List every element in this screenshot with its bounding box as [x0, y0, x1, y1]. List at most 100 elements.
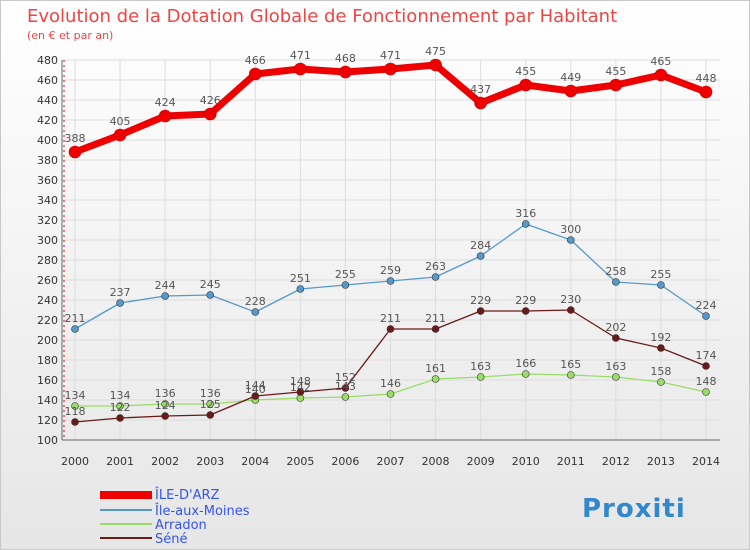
legend-swatch-ile-d-arz — [100, 491, 152, 499]
point-ile-aux-moines-2014 — [702, 312, 710, 320]
data-label-arradon-2014: 148 — [696, 375, 717, 388]
data-label-ile-aux-moines-2014: 224 — [696, 299, 717, 312]
y-tick-label-100: 100 — [37, 434, 58, 447]
point-ile-d-arz-2011 — [564, 84, 578, 98]
point-ile-d-arz-2006 — [339, 65, 352, 79]
point-sene-2006 — [341, 384, 350, 392]
data-label-sene-2001: 122 — [110, 401, 131, 414]
point-ile-aux-moines-2003 — [206, 291, 215, 299]
point-ile-d-arz-2009 — [474, 96, 487, 110]
point-arradon-2003 — [206, 400, 215, 408]
data-label-ile-d-arz-2012: 455 — [605, 65, 626, 78]
y-tick-label-360: 360 — [37, 174, 58, 187]
x-tick-label-2009: 2009 — [467, 455, 495, 468]
data-label-ile-aux-moines-2007: 259 — [380, 264, 401, 277]
y-tick-label-180: 180 — [37, 354, 58, 367]
y-tick-label-340: 340 — [37, 194, 58, 207]
point-sene-2009 — [476, 307, 485, 315]
y-tick-label-260: 260 — [37, 274, 58, 287]
point-sene-2000 — [71, 418, 79, 426]
point-ile-aux-moines-2008 — [431, 273, 440, 281]
data-label-ile-aux-moines-2001: 237 — [110, 286, 131, 299]
x-tick-label-2002: 2002 — [151, 455, 179, 468]
proxiti-logo: Proxiti — [582, 494, 686, 524]
data-label-ile-d-arz-2004: 466 — [245, 54, 266, 67]
data-label-sene-2012: 202 — [605, 321, 626, 334]
point-arradon-2013 — [657, 378, 665, 386]
y-tick-label-400: 400 — [37, 134, 58, 147]
point-ile-aux-moines-2012 — [612, 278, 620, 286]
point-arradon-2002 — [161, 400, 169, 408]
y-tick-label-120: 120 — [37, 414, 58, 427]
point-arradon-2014 — [702, 388, 710, 396]
data-label-sene-2010: 229 — [515, 294, 536, 307]
point-ile-d-arz-2014 — [699, 85, 713, 99]
point-ile-aux-moines-2007 — [386, 277, 395, 285]
y-tick-label-280: 280 — [37, 254, 58, 267]
legend-label-sene: Séné — [155, 532, 188, 547]
data-label-ile-aux-moines-2006: 255 — [335, 268, 356, 281]
data-label-sene-2000: 118 — [65, 405, 86, 418]
point-ile-d-arz-2001 — [113, 128, 127, 142]
point-arradon-2007 — [386, 390, 395, 398]
point-ile-aux-moines-2005 — [296, 285, 305, 293]
point-ile-d-arz-2007 — [384, 62, 397, 76]
data-label-ile-aux-moines-2008: 263 — [425, 260, 446, 273]
data-label-ile-d-arz-2005: 471 — [290, 49, 311, 62]
legend-swatch-arradon — [100, 523, 152, 525]
data-label-arradon-2008: 161 — [425, 362, 446, 375]
x-tick-label-2014: 2014 — [692, 455, 720, 468]
data-label-ile-aux-moines-2005: 251 — [290, 272, 311, 285]
x-tick-label-2010: 2010 — [512, 455, 540, 468]
data-label-sene-2002: 124 — [155, 399, 176, 412]
data-label-sene-2004: 144 — [245, 379, 266, 392]
data-label-ile-aux-moines-2009: 284 — [470, 239, 491, 252]
point-sene-2003 — [206, 411, 215, 419]
data-label-ile-aux-moines-2002: 244 — [155, 279, 176, 292]
data-label-arradon-2001: 134 — [110, 389, 131, 402]
point-ile-aux-moines-2001 — [116, 299, 124, 307]
data-label-ile-aux-moines-2012: 258 — [605, 265, 626, 278]
data-label-ile-d-arz-2009: 437 — [470, 83, 491, 96]
point-sene-2008 — [431, 325, 440, 333]
y-tick-label-140: 140 — [37, 394, 58, 407]
chart-subtitle: (en € et par an) — [27, 29, 113, 42]
legend-swatch-sene — [100, 537, 152, 539]
point-ile-d-arz-2000 — [68, 145, 82, 159]
point-sene-2005 — [296, 388, 305, 396]
data-label-ile-aux-moines-2000: 211 — [65, 312, 86, 325]
y-tick-label-420: 420 — [37, 114, 58, 127]
series-group — [68, 58, 713, 426]
point-ile-d-arz-2005 — [294, 62, 307, 76]
data-label-ile-d-arz-2006: 468 — [335, 52, 356, 65]
point-ile-aux-moines-2009 — [476, 252, 485, 260]
point-arradon-2011 — [566, 371, 575, 379]
data-label-sene-2013: 192 — [650, 331, 671, 344]
data-label-arradon-2007: 146 — [380, 377, 401, 390]
legend-label-ile-aux-moines: Île-aux-Moines — [154, 503, 250, 519]
x-tick-label-2004: 2004 — [241, 455, 269, 468]
data-label-sene-2006: 152 — [335, 371, 356, 384]
point-arradon-2001 — [116, 402, 124, 410]
x-tick-label-2013: 2013 — [647, 455, 675, 468]
legend-label-arradon: Arradon — [155, 518, 207, 533]
data-label-sene-2005: 148 — [290, 375, 311, 388]
point-sene-2010 — [521, 307, 530, 315]
y-axis: 100 120 140 160 180 200 220 240 260 280 300 320 340 3… — [37, 54, 58, 447]
data-label-arradon-2006: 143 — [335, 380, 356, 393]
data-label-ile-aux-moines-2011: 300 — [560, 223, 581, 236]
data-label-arradon-2002: 136 — [155, 387, 176, 400]
point-ile-aux-moines-2002 — [161, 292, 169, 300]
y-tick-label-320: 320 — [37, 214, 58, 227]
x-tick-label-2011: 2011 — [557, 455, 585, 468]
point-ile-d-arz-2013 — [654, 68, 668, 82]
y-tick-label-240: 240 — [37, 294, 58, 307]
data-label-sene-2007: 211 — [380, 312, 401, 325]
data-label-arradon-2010: 166 — [515, 357, 536, 370]
point-ile-d-arz-2012 — [609, 78, 623, 92]
x-tick-label-2007: 2007 — [377, 455, 405, 468]
data-label-ile-d-arz-2014: 448 — [696, 72, 717, 85]
data-label-ile-d-arz-2010: 455 — [515, 65, 536, 78]
point-ile-d-arz-2010 — [519, 78, 533, 92]
